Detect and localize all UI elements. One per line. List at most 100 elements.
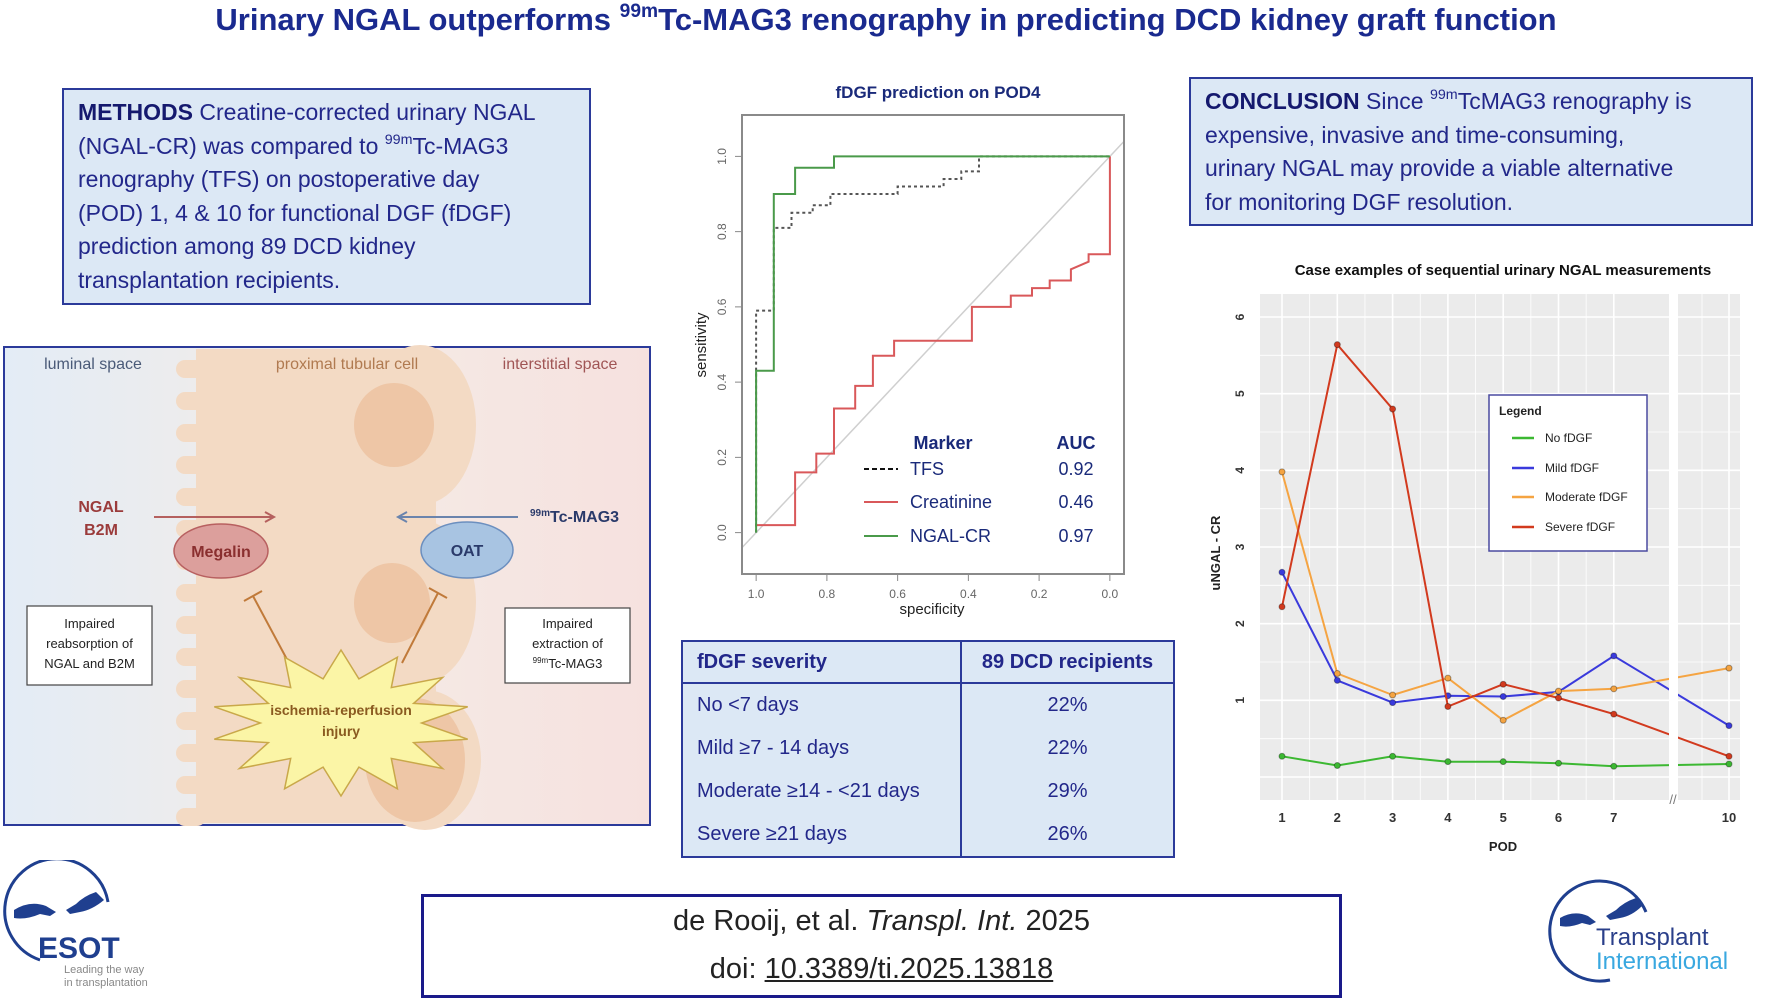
box-text: reabsorption of	[46, 636, 133, 651]
data-point	[1725, 664, 1733, 672]
axis-break-label: //	[1669, 792, 1677, 807]
tracer-superscript: 99m	[530, 508, 550, 519]
box-text: NGAL and B2M	[44, 656, 135, 671]
data-point	[1499, 693, 1507, 700]
ngal-label: NGAL	[78, 499, 124, 516]
inhibition-icon	[401, 587, 448, 664]
data-point	[1610, 652, 1618, 660]
title-superscript: 99m	[619, 0, 659, 22]
data-point	[1555, 694, 1562, 702]
conclusion-line: expensive, invasive and time-consuming,	[1205, 121, 1625, 148]
esot-tagline: in transplantation	[64, 977, 148, 989]
x-tick-label: 3	[1389, 810, 1396, 825]
citation-year: 2025	[1017, 905, 1090, 937]
esot-logo-text: ESOT	[38, 932, 120, 965]
axis-break	[1669, 292, 1678, 802]
y-tick-label: 1.0	[715, 148, 729, 165]
box-text: Impaired	[542, 616, 593, 631]
data-point	[1389, 691, 1397, 699]
methods-text: Tc-MAG3	[412, 132, 509, 159]
chart-title: fDGF prediction on POD4	[836, 83, 1041, 102]
box-superscript: 99m	[533, 656, 549, 665]
x-tick-label: 0.6	[889, 587, 906, 601]
data-point	[1499, 716, 1507, 724]
data-point	[1278, 568, 1286, 576]
nucleus	[354, 563, 430, 643]
data-point	[1725, 752, 1733, 760]
methods-line: transplantation recipients.	[78, 266, 341, 293]
data-point	[1725, 722, 1733, 730]
series-line-severe-fdgf	[1281, 342, 1730, 758]
interstitial-space-label: interstitial space	[503, 356, 618, 373]
x-tick-label: 5	[1500, 810, 1507, 825]
table-cell: 29%	[960, 770, 1175, 813]
tracer-text: Tc-MAG3	[550, 509, 619, 526]
esot-tagline: Leading the way	[64, 964, 145, 976]
data-point	[1389, 752, 1397, 760]
table-cell: Severe ≥21 days	[681, 813, 962, 858]
data-point	[1333, 670, 1341, 677]
mechanism-diagram: luminal space proximal tubular cell inte…	[3, 345, 651, 830]
doi-link[interactable]: 10.3389/ti.2025.13818	[764, 953, 1054, 985]
hand-icon	[1606, 898, 1642, 920]
table-row: Moderate ≥14 - <21 days 29%	[681, 770, 1175, 813]
roc-curve-creatinine	[756, 156, 1111, 527]
ti-logo-text: International	[1596, 948, 1728, 975]
data-point	[1610, 762, 1618, 770]
y-tick-label: 6	[1233, 313, 1247, 320]
x-axis-label: POD	[1489, 839, 1517, 854]
x-tick-label: 0.4	[960, 587, 977, 601]
y-tick-label: 4	[1233, 467, 1247, 474]
table-row: Severe ≥21 days 26%	[681, 813, 1175, 858]
citation-line: de Rooij, et al. Transpl. Int. 2025	[424, 897, 1339, 945]
y-axis-label: uNGAL - CR	[1208, 515, 1223, 590]
x-tick-label: 0.2	[1031, 587, 1048, 601]
hand-icon	[1560, 913, 1596, 927]
b2m-label: B2M	[84, 522, 118, 539]
megalin-label: Megalin	[191, 544, 251, 561]
methods-label: METHODS	[78, 99, 193, 125]
table-cell: Mild ≥7 - 14 days	[681, 727, 962, 770]
x-tick-label: 0.0	[1102, 587, 1119, 601]
plot-panel	[1260, 294, 1740, 800]
doi-line: doi: 10.3389/ti.2025.13818	[424, 945, 1339, 993]
nucleus	[354, 383, 434, 467]
y-axis-label: sensitivity	[693, 312, 710, 378]
table-cell: 22%	[960, 683, 1175, 727]
methods-line: renography (TFS) on postoperative day	[78, 166, 480, 192]
ti-logo-text: Transplant	[1596, 924, 1709, 951]
methods-text: (NGAL-CR) was compared to	[78, 132, 385, 159]
data-point	[1555, 687, 1562, 695]
citation-box: de Rooij, et al. Transpl. Int. 2025 doi:…	[421, 894, 1342, 998]
y-tick-label: 0.0	[715, 524, 729, 541]
legend-label: Mild fDGF	[1545, 461, 1599, 475]
table-row: Mild ≥7 - 14 days 22%	[681, 727, 1175, 770]
legend-label: Severe fDGF	[1545, 520, 1615, 534]
x-tick-label: 7	[1610, 810, 1617, 825]
conclusion-superscript: 99m	[1429, 87, 1458, 104]
data-point	[1278, 603, 1286, 611]
impaired-reabsorption-box	[26, 605, 153, 686]
injury-label: ischemia-reperfusion	[270, 702, 412, 718]
conclusion-text: TcMAG3 renography is	[1457, 88, 1692, 114]
table-header-row: fDGF severity 89 DCD recipients	[681, 640, 1175, 684]
methods-text: Creatine-corrected urinary NGAL	[193, 99, 536, 125]
table-cell: 26%	[960, 813, 1175, 858]
megalin-receptor	[173, 523, 269, 579]
citation-journal: Transpl. Int.	[866, 905, 1018, 937]
methods-superscript: 99m	[384, 131, 413, 148]
y-tick-label: 1	[1233, 697, 1247, 704]
plot-frame	[741, 114, 1125, 575]
transplant-international-logo: Transplant International	[1548, 879, 1728, 983]
table-cell: No <7 days	[681, 683, 962, 727]
data-point	[1610, 710, 1618, 718]
conclusion-line: urinary NGAL may provide a viable altern…	[1205, 155, 1674, 181]
data-point	[1444, 674, 1452, 682]
title-text: Tc-MAG3 renography in predicting DCD kid…	[658, 2, 1557, 37]
data-point	[1444, 758, 1452, 766]
injury-label: injury	[322, 723, 360, 739]
series-line-mild-fdgf	[1281, 571, 1730, 727]
methods-box: METHODS Creatine-corrected urinary NGAL …	[62, 88, 591, 305]
data-point	[1499, 758, 1507, 766]
legend-marker-name: Creatinine	[910, 492, 992, 512]
